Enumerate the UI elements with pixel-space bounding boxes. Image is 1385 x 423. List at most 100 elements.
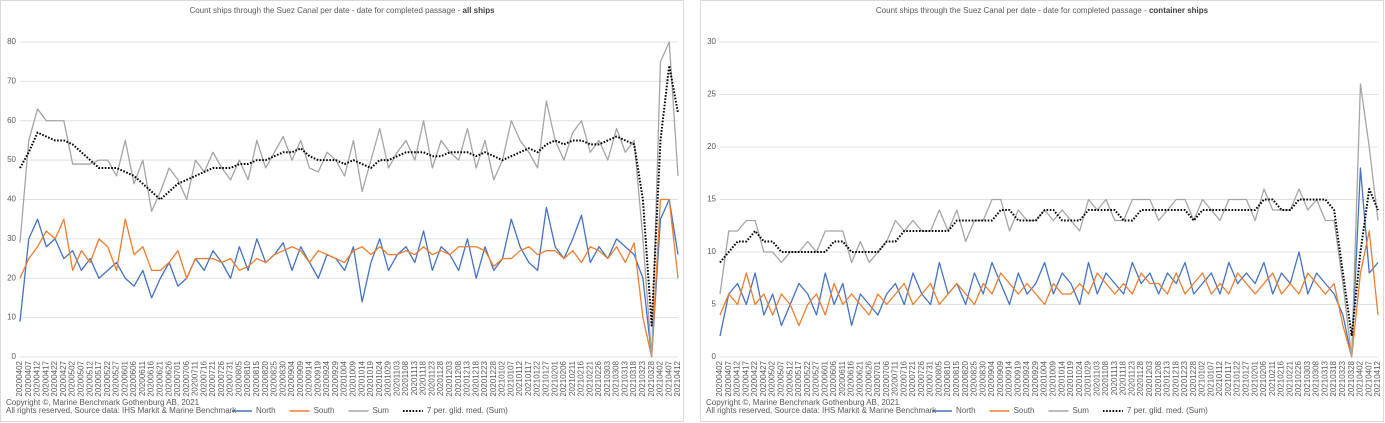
x-tick-label: 20210303 — [1303, 360, 1312, 396]
x-tick-label: 20201029 — [384, 360, 393, 396]
y-tick-label: 60 — [7, 116, 16, 125]
title-emphasis: container ships — [1149, 6, 1209, 15]
x-tick-label: 20210112 — [1215, 360, 1224, 396]
x-tick-label: 20210412 — [1373, 360, 1382, 396]
x-tick-label: 20200616 — [847, 360, 856, 396]
x-tick-label: 20201014 — [357, 360, 366, 396]
x-tick-label: 20200815 — [252, 360, 261, 396]
x-tick-label: 20201029 — [1084, 360, 1093, 396]
x-tick-label: 20201108 — [1101, 360, 1110, 396]
title-text: Count ships through the Suez Canal per d… — [876, 6, 1149, 15]
y-tick-label: 80 — [7, 37, 16, 46]
x-tick-label: 20201218 — [1171, 360, 1180, 396]
source-note: All rights reserved, Source data: IHS Ma… — [6, 406, 237, 415]
legend-label: 7 per. glid. med. (Sum) — [427, 406, 508, 415]
title-text: Count ships through the Suez Canal per d… — [189, 6, 462, 15]
panel-border — [700, 0, 1384, 422]
x-tick-label: 20200815 — [952, 360, 961, 396]
x-tick-label: 20201019 — [366, 360, 375, 396]
x-tick-label: 20210221 — [1285, 360, 1294, 396]
y-tick-label: 15 — [707, 195, 716, 204]
x-tick-label: 20210308 — [1312, 360, 1321, 396]
x-tick-label: 20200507 — [777, 360, 786, 396]
x-tick-label: 20200527 — [812, 360, 821, 396]
legend-label: North — [256, 406, 276, 415]
x-tick-label: 20200606 — [829, 360, 838, 396]
x-tick-label: 20201024 — [375, 360, 384, 396]
source-note: Copyright ©, Marine Benchmark Gothenburg… — [6, 398, 200, 407]
y-tick-label: 0 — [712, 352, 717, 361]
y-tick-label: 50 — [7, 155, 16, 164]
x-tick-label: 20210308 — [612, 360, 621, 396]
x-tick-label: 20200507 — [77, 360, 86, 396]
x-tick-label: 20210112 — [515, 360, 524, 396]
x-tick-label: 20201009 — [1048, 360, 1057, 396]
y-tick-label: 0 — [12, 352, 17, 361]
x-tick-label: 20200909 — [296, 360, 305, 396]
y-tick-label: 10 — [707, 247, 716, 256]
x-tick-label: 20200731 — [226, 360, 235, 396]
x-tick-label: 20200805 — [234, 360, 243, 396]
x-tick-label: 20200522 — [803, 360, 812, 396]
series-line — [719, 230, 1379, 358]
x-tick-label: 20210313 — [1320, 360, 1329, 396]
x-tick-label: 20210102 — [498, 360, 507, 396]
x-tick-label: 20200731 — [926, 360, 935, 396]
x-tick-label: 20200929 — [1031, 360, 1040, 396]
x-tick-label: 20210303 — [603, 360, 612, 396]
series-line — [719, 188, 1379, 337]
x-tick-label: 20210122 — [533, 360, 542, 396]
y-tick-label: 30 — [707, 37, 716, 46]
x-tick-label: 20210328 — [1347, 360, 1356, 396]
x-tick-label: 20201208 — [1154, 360, 1163, 396]
x-tick-label: 20200626 — [864, 360, 873, 396]
x-tick-label: 20201213 — [1163, 360, 1172, 396]
x-tick-label: 20201128 — [436, 360, 445, 396]
x-tick-label: 20200904 — [287, 360, 296, 396]
x-tick-label: 20210313 — [620, 360, 629, 396]
x-tick-label: 20200701 — [873, 360, 882, 396]
x-tick-label: 20200527 — [112, 360, 121, 396]
x-tick-label: 20210407 — [1364, 360, 1373, 396]
x-tick-label: 20200412 — [733, 360, 742, 396]
legend-label: Sum — [372, 406, 389, 415]
x-tick-label: 20200706 — [882, 360, 891, 396]
x-tick-label: 20210107 — [1206, 360, 1215, 396]
x-tick-label: 20201128 — [1136, 360, 1145, 396]
x-tick-label: 20200716 — [199, 360, 208, 396]
x-tick-label: 20200407 — [724, 360, 733, 396]
x-tick-label: 20200517 — [794, 360, 803, 396]
x-tick-label: 20201213 — [463, 360, 472, 396]
x-tick-label: 20200711 — [191, 360, 200, 396]
x-tick-label: 20210402 — [656, 360, 665, 396]
chart-panel: Count ships through the Suez Canal per d… — [0, 0, 684, 422]
x-tick-label: 20200601 — [820, 360, 829, 396]
series-line — [19, 198, 679, 358]
x-tick-label: 20201228 — [1189, 360, 1198, 396]
x-tick-label: 20200422 — [750, 360, 759, 396]
x-tick-label: 20200427 — [759, 360, 768, 396]
x-tick-label: 20210117 — [524, 360, 533, 396]
x-tick-label: 20210323 — [1338, 360, 1347, 396]
x-tick-label: 20201108 — [401, 360, 410, 396]
x-tick-label: 20200616 — [147, 360, 156, 396]
x-tick-label: 20201203 — [1145, 360, 1154, 396]
x-tick-label: 20200721 — [908, 360, 917, 396]
x-tick-label: 20200601 — [120, 360, 129, 396]
y-tick-label: 20 — [7, 273, 16, 282]
panel-border — [0, 0, 684, 422]
x-tick-label: 20200611 — [838, 360, 847, 396]
x-tick-label: 20201123 — [1127, 360, 1136, 396]
x-tick-label: 20200810 — [243, 360, 252, 396]
legend-label: South — [1014, 406, 1035, 415]
x-tick-label: 20200726 — [917, 360, 926, 396]
x-tick-label: 20201004 — [340, 360, 349, 396]
y-tick-label: 30 — [7, 234, 16, 243]
x-tick-label: 20210206 — [559, 360, 568, 396]
y-tick-label: 10 — [7, 313, 16, 322]
source-note: Copyright ©, Marine Benchmark Gothenburg… — [706, 398, 900, 407]
legend-label: Sum — [1072, 406, 1089, 415]
x-tick-label: 20200417 — [41, 360, 50, 396]
legend-label: 7 per. glid. med. (Sum) — [1127, 406, 1208, 415]
x-tick-label: 20200512 — [785, 360, 794, 396]
